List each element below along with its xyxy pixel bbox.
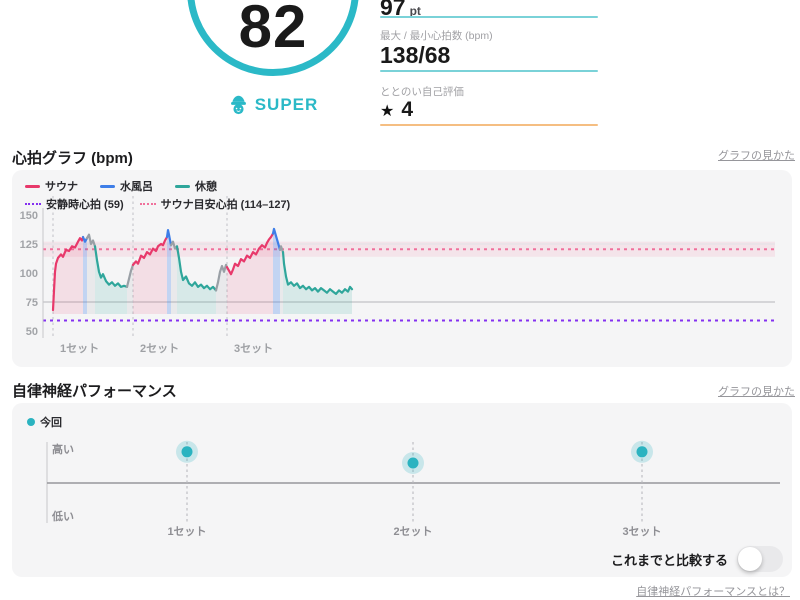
svg-text:2セット: 2セット — [393, 525, 432, 538]
compare-toggle-row: これまでと比較する — [611, 546, 783, 572]
legend-current: 今回 — [27, 414, 62, 430]
svg-text:1セット: 1セット — [167, 525, 206, 538]
ans-section-title: 自律神経パフォーマンス — [12, 383, 177, 400]
score-badge: SUPER — [187, 94, 359, 115]
svg-text:3セット: 3セット — [234, 342, 273, 355]
self-rating-value: 4 — [401, 98, 414, 121]
heart-rate-value: 138/68 — [380, 42, 451, 68]
hr-legend-dashed: 安静時心拍 (59) サウナ目安心拍 (114–127) — [25, 196, 290, 212]
legend-rest-label: 休憩 — [195, 181, 217, 193]
heart-rate-chart: 150 125 100 75 50 1セット 2セット 3セット — [20, 196, 775, 355]
ans-help-link[interactable]: グラフの見かた — [718, 386, 795, 398]
svg-text:高い: 高い — [52, 442, 74, 456]
legend-resting-hr: 安静時心拍 (59) — [25, 196, 124, 212]
svg-text:2セット: 2セット — [140, 342, 179, 355]
heart-rate-label: 最大 / 最小心拍数 (bpm) — [380, 30, 493, 42]
points-value-row: 97 pt — [380, 0, 421, 21]
ans-chart-card — [12, 403, 792, 577]
points-unit: pt — [409, 4, 421, 18]
legend-sauna-label: サウナ — [45, 181, 78, 193]
hr-chart-card — [12, 170, 792, 367]
score-value: 82 — [238, 0, 308, 60]
legend-water-label: 水風呂 — [120, 181, 153, 193]
score-badge-label: SUPER — [254, 94, 319, 114]
self-rating-underline — [380, 124, 598, 126]
sauna-hat-icon — [230, 95, 246, 115]
legend-current-label: 今回 — [40, 417, 62, 429]
legend-target-hr: サウナ目安心拍 (114–127) — [139, 196, 291, 212]
target-hr-line-swatch — [139, 203, 156, 205]
legend-rest: 休憩 — [175, 178, 217, 194]
svg-text:1セット: 1セット — [60, 342, 99, 355]
svg-text:50: 50 — [26, 326, 38, 338]
sauna-line-swatch — [25, 184, 40, 188]
water-line-swatch — [100, 184, 115, 188]
rest-line-swatch — [175, 184, 190, 188]
resting-hr-line-swatch — [25, 203, 41, 205]
legend-water: 水風呂 — [100, 178, 153, 194]
legend-sauna: サウナ — [25, 178, 78, 194]
svg-text:150: 150 — [20, 210, 38, 222]
svg-text:3セット: 3セット — [622, 525, 661, 538]
heart-rate-value-row: 138/68 — [380, 42, 450, 69]
legend-target-hr-label: サウナ目安心拍 (114–127) — [160, 199, 291, 211]
star-icon: ★ — [380, 103, 395, 120]
hr-help-link[interactable]: グラフの見かた — [718, 150, 795, 162]
legend-resting-hr-label: 安静時心拍 (59) — [46, 199, 124, 211]
hr-legend-solid: サウナ 水風呂 休憩 — [25, 178, 217, 194]
ans-legend: 今回 — [27, 414, 62, 430]
self-rating-row: ★ 4 — [380, 98, 413, 122]
svg-text:低い: 低い — [51, 509, 74, 523]
heart-rate-underline — [380, 70, 598, 72]
hr-section-title: 心拍グラフ (bpm) — [12, 150, 133, 167]
ans-about-link[interactable]: 自律神経パフォーマンスとは？ — [636, 586, 790, 598]
svg-text:125: 125 — [20, 239, 38, 251]
current-dot-swatch — [27, 418, 35, 426]
svg-text:100: 100 — [20, 268, 38, 280]
points-underline — [380, 16, 598, 18]
svg-text:75: 75 — [26, 297, 38, 309]
self-rating-label: ととのい自己評価 — [380, 86, 464, 98]
toggle-knob — [738, 547, 762, 571]
compare-toggle-label: これまでと比較する — [610, 552, 728, 568]
points-value: 97 — [380, 0, 406, 20]
compare-toggle[interactable] — [737, 546, 783, 572]
